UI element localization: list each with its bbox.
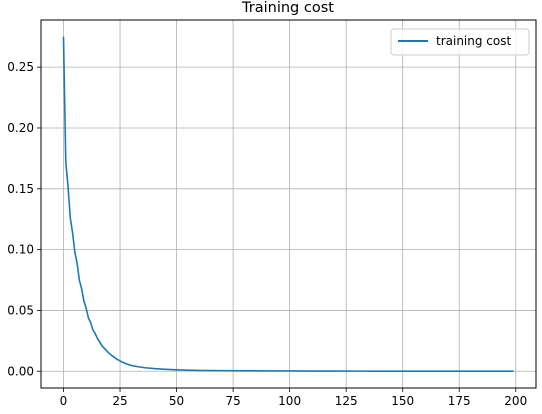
x-tick-label: 50 (169, 394, 184, 408)
x-tick-label: 100 (278, 394, 301, 408)
y-tick-label: 0.00 (7, 364, 34, 378)
x-tick-label: 0 (60, 394, 68, 408)
y-tick-label: 0.15 (7, 182, 34, 196)
y-tick-label: 0.05 (7, 303, 34, 317)
legend-label: training cost (436, 34, 511, 48)
x-tick-label: 150 (391, 394, 414, 408)
plot-frame (40, 19, 537, 389)
grid-lines (41, 20, 536, 388)
x-axis: 0 25 50 75 100 125 150 175 200 (60, 388, 527, 408)
chart-title: Training cost (241, 0, 334, 16)
legend-box (390, 28, 530, 56)
series-line-training-cost (62, 36, 514, 373)
y-tick-label: 0.25 (7, 60, 34, 74)
x-tick-label: 25 (112, 394, 127, 408)
legend: training cost (390, 28, 530, 56)
series-layer (62, 36, 514, 373)
x-tick-label: 125 (335, 394, 358, 408)
x-tick-label: 200 (504, 394, 527, 408)
y-tick-label: 0.20 (7, 121, 34, 135)
x-tick-label: 175 (448, 394, 471, 408)
y-axis: 0.00 0.05 0.10 0.15 0.20 0.25 (7, 60, 41, 378)
x-tick-label: 75 (225, 394, 240, 408)
y-tick-label: 0.10 (7, 243, 34, 257)
